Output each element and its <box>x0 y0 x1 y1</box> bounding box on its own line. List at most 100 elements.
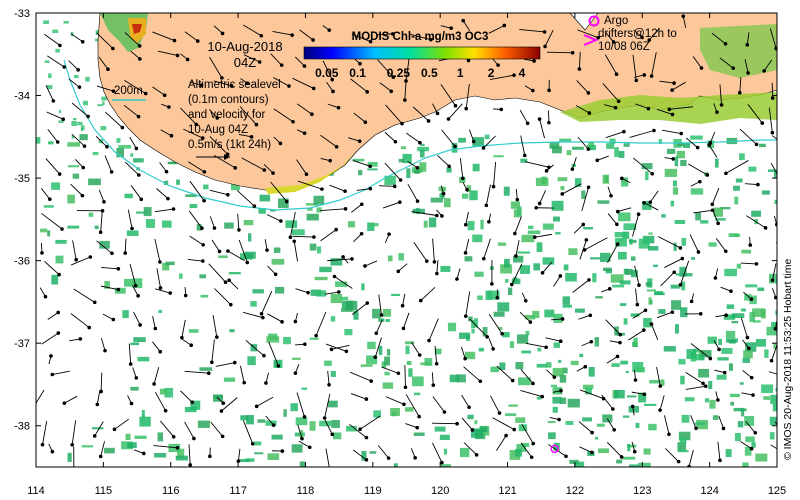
velocity-vector <box>461 417 473 431</box>
velocity-vector-tip <box>504 433 508 438</box>
velocity-vector-tip <box>390 32 395 36</box>
velocity-vector-tip <box>223 280 228 285</box>
chl-patch <box>521 350 532 354</box>
velocity-vector-tip <box>229 84 234 88</box>
velocity-vector <box>104 155 113 173</box>
chl-patch <box>559 397 567 404</box>
chl-patch <box>670 200 675 207</box>
velocity-vector <box>633 29 643 38</box>
chl-patch <box>761 190 770 195</box>
velocity-vector <box>130 185 142 200</box>
velocity-vector <box>483 135 496 149</box>
chl-patch <box>79 134 88 141</box>
chl-patch <box>515 417 526 423</box>
chl-patch <box>306 207 313 211</box>
velocity-vector <box>632 309 646 319</box>
chl-patch <box>381 361 387 368</box>
chl-patch <box>67 194 75 204</box>
velocity-vector <box>95 135 108 148</box>
velocity-vector-tip <box>57 272 61 277</box>
velocity-vector <box>296 392 305 417</box>
velocity-vector-tip <box>111 317 116 322</box>
velocity-vector <box>209 189 228 196</box>
velocity-vector-tip <box>435 111 440 116</box>
velocity-vector-tip <box>672 270 677 275</box>
chl-patch <box>739 153 745 161</box>
chl-patch <box>406 168 411 179</box>
velocity-vector <box>96 240 113 254</box>
velocity-vector-tip <box>195 39 200 43</box>
desc-line-1: Altimetric sealevel <box>188 79 281 91</box>
velocity-vector-tip <box>543 44 547 49</box>
velocity-vector-tip <box>343 189 347 193</box>
velocity-vector-tip <box>401 326 406 331</box>
chl-patch <box>619 239 623 242</box>
velocity-vector-tip <box>636 212 641 216</box>
colorbar-title: MODIS Chl-a mg/m3 OC3 <box>352 31 489 43</box>
chl-patch <box>567 398 580 408</box>
chl-patch <box>671 300 682 310</box>
velocity-vector <box>94 421 104 437</box>
velocity-vector <box>712 209 719 224</box>
velocity-vector-tip <box>163 408 168 413</box>
velocity-vector-tip <box>254 122 259 127</box>
velocity-vector-tip <box>40 442 45 447</box>
chl-patch <box>700 350 712 358</box>
velocity-vector-tip <box>560 317 565 321</box>
velocity-vector-tip <box>779 178 783 182</box>
chl-patch <box>271 434 283 440</box>
chl-patch <box>557 177 568 182</box>
velocity-vector <box>377 59 394 78</box>
velocity-vector-tip <box>136 173 141 177</box>
chl-patch <box>773 343 777 350</box>
chl-patch <box>744 446 752 456</box>
chl-patch <box>310 289 322 296</box>
velocity-vector-tip <box>364 397 369 401</box>
argo-float-marker[interactable] <box>550 444 559 454</box>
chl-patch <box>179 273 183 279</box>
chl-patch <box>545 362 552 368</box>
velocity-vector <box>690 415 697 429</box>
velocity-vector-tip <box>358 61 362 66</box>
velocity-vector-tip <box>334 144 339 149</box>
chl-patch <box>200 294 209 298</box>
chl-patch <box>71 135 75 139</box>
velocity-vector-tip <box>279 219 283 223</box>
velocity-vector-tip <box>707 143 711 147</box>
velocity-vector-tip <box>208 454 212 459</box>
chl-patch <box>100 126 107 131</box>
velocity-vector-tip <box>667 432 671 437</box>
velocity-vector-tip <box>183 293 188 298</box>
velocity-vector-tip <box>136 294 140 298</box>
velocity-vector-tip <box>82 144 87 148</box>
velocity-vector <box>770 162 777 175</box>
velocity-vector-tip <box>724 171 728 176</box>
velocity-vector <box>662 129 682 134</box>
chl-patch <box>116 138 121 143</box>
velocity-vector-tip <box>522 153 527 158</box>
chl-patch <box>464 256 473 262</box>
velocity-vector-tip <box>442 410 447 414</box>
velocity-vector <box>320 134 337 148</box>
chl-patch <box>625 268 633 275</box>
velocity-vector-tip <box>774 46 777 51</box>
chl-patch <box>677 143 685 147</box>
chl-patch <box>752 320 761 323</box>
velocity-vector <box>183 128 203 139</box>
velocity-vector-tip <box>749 446 754 451</box>
velocity-vector <box>740 262 757 265</box>
chl-patch <box>487 290 500 300</box>
chl-patch <box>708 242 717 247</box>
velocity-vector-tip <box>153 326 158 331</box>
velocity-vector <box>159 162 167 172</box>
chl-patch <box>413 392 421 396</box>
chl-patch <box>715 158 719 168</box>
chl-patch <box>549 142 560 149</box>
velocity-vector-tip <box>78 337 83 341</box>
chl-patch <box>317 246 322 254</box>
velocity-vector-tip <box>478 379 483 384</box>
chl-patch <box>633 337 638 347</box>
velocity-vector-tip <box>162 93 167 98</box>
chl-patch <box>570 360 579 366</box>
velocity-vector <box>769 28 777 49</box>
